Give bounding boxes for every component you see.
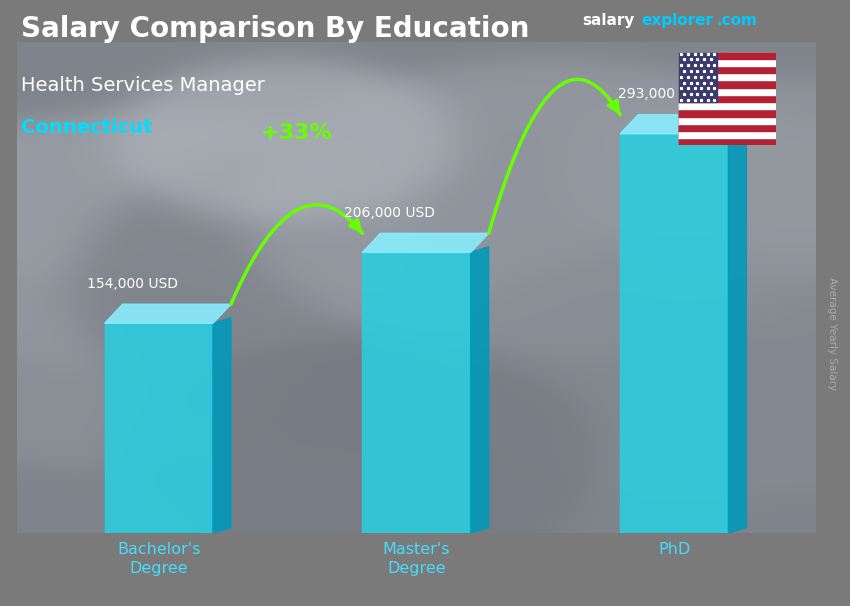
Text: 154,000 USD: 154,000 USD (87, 276, 178, 291)
Polygon shape (362, 233, 489, 252)
Bar (678, 116, 776, 124)
Bar (678, 131, 776, 138)
Text: Salary Comparison By Education: Salary Comparison By Education (21, 15, 530, 43)
Polygon shape (620, 115, 746, 134)
Bar (678, 81, 776, 88)
Text: +33%: +33% (261, 123, 332, 143)
Bar (362, 252, 471, 533)
Bar (678, 52, 717, 102)
Bar (678, 95, 776, 102)
Bar (678, 52, 776, 59)
Polygon shape (471, 247, 489, 533)
Text: Health Services Manager: Health Services Manager (21, 76, 265, 95)
Text: explorer: explorer (642, 13, 714, 28)
Bar (678, 73, 776, 81)
Bar (678, 124, 776, 131)
Text: 293,000 USD: 293,000 USD (618, 87, 709, 101)
Text: .com: .com (717, 13, 757, 28)
Polygon shape (212, 318, 231, 533)
Text: Average Yearly Salary: Average Yearly Salary (827, 277, 837, 390)
Bar (678, 59, 776, 66)
Bar (678, 88, 776, 95)
Text: salary: salary (582, 13, 635, 28)
Bar (678, 138, 776, 145)
Bar (105, 324, 212, 533)
Bar (678, 66, 776, 73)
Text: Connecticut: Connecticut (21, 118, 153, 137)
Bar (620, 134, 728, 533)
Polygon shape (105, 304, 231, 324)
Polygon shape (728, 128, 746, 533)
Text: 206,000 USD: 206,000 USD (344, 205, 435, 219)
Bar (678, 109, 776, 116)
Bar (678, 102, 776, 109)
